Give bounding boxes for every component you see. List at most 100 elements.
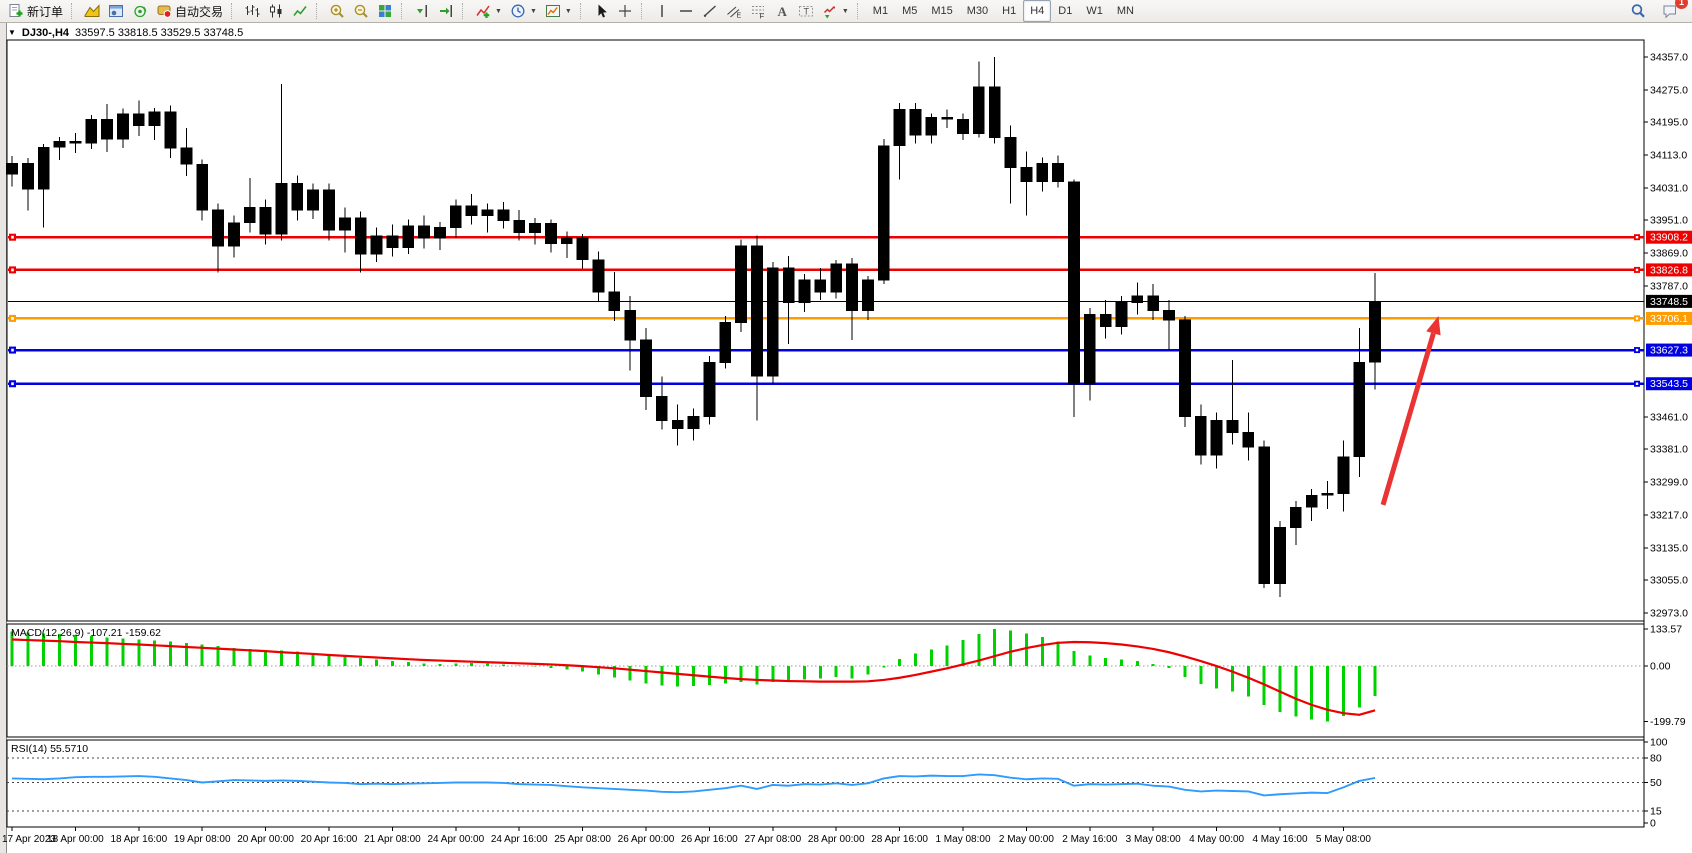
bull-candle-body[interactable]: [1305, 494, 1318, 508]
bear-candle-body[interactable]: [1258, 446, 1271, 585]
bear-candle-body[interactable]: [132, 113, 145, 126]
bear-candle-body[interactable]: [909, 109, 922, 136]
bull-candle-body[interactable]: [560, 237, 573, 245]
bear-candle-body[interactable]: [386, 235, 399, 249]
bear-candle-body[interactable]: [354, 217, 367, 255]
bear-candle-body[interactable]: [941, 117, 954, 120]
bull-candle-body[interactable]: [735, 245, 747, 323]
bull-candle-body[interactable]: [529, 223, 541, 233]
bear-candle-body[interactable]: [323, 189, 335, 231]
bear-candle-body[interactable]: [1147, 295, 1160, 311]
bear-candle-body[interactable]: [576, 237, 589, 261]
data-window-button[interactable]: [104, 0, 128, 22]
bear-candle-body[interactable]: [957, 118, 969, 135]
bull-candle-body[interactable]: [481, 209, 494, 216]
bar-chart-button[interactable]: [240, 0, 264, 22]
zoom-out-button[interactable]: [349, 0, 373, 22]
bear-candle-body[interactable]: [846, 263, 858, 311]
templates-button[interactable]: ▼: [541, 0, 576, 22]
timeframe-h1-button[interactable]: H1: [1002, 5, 1017, 17]
auto-trading-button[interactable]: 自动交易: [152, 0, 227, 22]
bull-candle-body[interactable]: [227, 222, 240, 247]
market-watch-button[interactable]: [80, 0, 104, 22]
timeframe-m15-button[interactable]: M15: [931, 5, 953, 17]
bull-candle-body[interactable]: [893, 109, 906, 147]
bull-candle-body[interactable]: [434, 227, 446, 239]
indicators-button[interactable]: ▼: [471, 0, 506, 22]
collapse-icon[interactable]: ▼: [8, 28, 16, 37]
bull-candle-body[interactable]: [862, 279, 874, 311]
horizontal-line-button[interactable]: [674, 0, 698, 22]
bull-candle-body[interactable]: [1289, 506, 1302, 528]
bull-candle-body[interactable]: [1036, 162, 1049, 183]
bear-candle-body[interactable]: [497, 209, 510, 221]
bull-candle-body[interactable]: [148, 111, 161, 126]
bear-candle-body[interactable]: [1020, 166, 1033, 183]
chart-shift-button[interactable]: [410, 0, 434, 22]
bear-candle-body[interactable]: [640, 339, 652, 397]
bear-candle-body[interactable]: [1194, 416, 1207, 456]
bear-candle-body[interactable]: [180, 147, 193, 165]
bear-candle-body[interactable]: [988, 86, 1001, 139]
bear-candle-body[interactable]: [1068, 181, 1080, 385]
search-button[interactable]: [1626, 0, 1650, 22]
bear-candle-body[interactable]: [291, 183, 304, 211]
bear-candle-body[interactable]: [418, 225, 431, 239]
bull-candle-body[interactable]: [1369, 300, 1381, 363]
timeframe-m5-button[interactable]: M5: [902, 5, 918, 17]
bull-candle-body[interactable]: [798, 279, 811, 303]
bull-candle-body[interactable]: [877, 145, 890, 281]
bull-candle-body[interactable]: [6, 162, 18, 175]
bear-candle-body[interactable]: [545, 223, 557, 245]
periods-button[interactable]: ▼: [506, 0, 541, 22]
channel-button[interactable]: E: [722, 0, 746, 22]
timeframe-h4-button[interactable]: H4: [1023, 0, 1052, 22]
bear-candle-body[interactable]: [1099, 314, 1112, 327]
chat-button[interactable]: 1: [1658, 0, 1688, 22]
bull-candle-body[interactable]: [243, 207, 256, 224]
bull-candle-body[interactable]: [719, 322, 732, 364]
timeframe-mn-button[interactable]: MN: [1116, 5, 1134, 17]
bear-candle-body[interactable]: [1163, 310, 1175, 321]
bull-candle-body[interactable]: [1337, 456, 1350, 495]
bear-candle-body[interactable]: [21, 162, 34, 190]
bear-candle-body[interactable]: [465, 205, 478, 216]
timeframe-d1-button[interactable]: D1: [1058, 5, 1073, 17]
bear-candle-body[interactable]: [751, 245, 763, 377]
bull-candle-body[interactable]: [53, 140, 66, 148]
bull-candle-body[interactable]: [1210, 420, 1223, 456]
bull-candle-body[interactable]: [972, 86, 985, 135]
text-button[interactable]: A: [770, 0, 794, 22]
bear-candle-body[interactable]: [101, 118, 113, 140]
bull-candle-body[interactable]: [1115, 301, 1128, 327]
bear-candle-body[interactable]: [1179, 319, 1191, 417]
bear-candle-body[interactable]: [592, 259, 605, 293]
strategy-tester-button[interactable]: [128, 0, 152, 22]
bear-candle-body[interactable]: [1242, 432, 1255, 448]
bull-candle-body[interactable]: [370, 235, 383, 255]
candlesticks[interactable]: [6, 56, 1381, 597]
bull-candle-body[interactable]: [687, 416, 700, 429]
bear-candle-body[interactable]: [671, 420, 684, 429]
bull-candle-body[interactable]: [1131, 295, 1144, 303]
bear-candle-body[interactable]: [624, 310, 637, 341]
bull-candle-body[interactable]: [1353, 362, 1366, 458]
bull-candle-body[interactable]: [1274, 526, 1286, 585]
new-order-button[interactable]: 新订单: [4, 0, 67, 22]
bear-candle-body[interactable]: [69, 140, 82, 144]
bear-candle-body[interactable]: [814, 279, 827, 293]
cursor-button[interactable]: [589, 0, 613, 22]
bull-candle-body[interactable]: [766, 267, 779, 377]
fibonacci-button[interactable]: F: [746, 0, 770, 22]
crosshair-button[interactable]: [613, 0, 637, 22]
auto-scroll-button[interactable]: [434, 0, 458, 22]
bear-candle-body[interactable]: [782, 267, 795, 303]
bull-candle-body[interactable]: [37, 146, 50, 190]
bull-candle-body[interactable]: [1083, 314, 1096, 385]
timeframe-m30-button[interactable]: M30: [966, 5, 989, 17]
macd-indicator[interactable]: 133.57 0.00 -199.79 MACD(12,26,9) -107.21 -…: [7, 624, 1686, 728]
rsi-indicator[interactable]: 100 80 50 150 RSI(14) 55.5710: [7, 737, 1668, 830]
bear-candle-body[interactable]: [608, 291, 621, 311]
